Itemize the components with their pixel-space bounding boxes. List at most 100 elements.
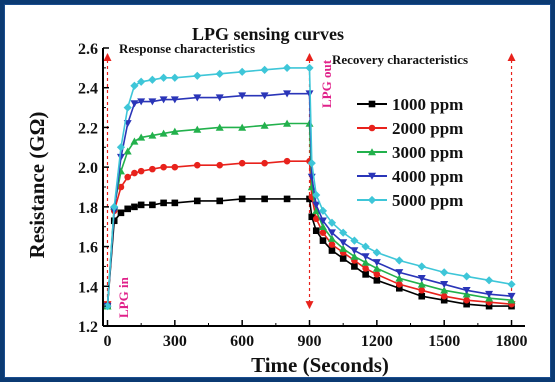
data-point — [308, 213, 316, 221]
chart-title: LPG sensing curves — [192, 24, 344, 44]
data-point — [418, 292, 426, 300]
legend-label: 3000 ppm — [392, 143, 463, 162]
data-point — [327, 218, 337, 227]
data-point — [110, 202, 119, 211]
data-point — [484, 276, 494, 285]
series-2000-ppm — [104, 157, 515, 310]
data-point — [362, 271, 369, 278]
data-point — [395, 256, 404, 265]
data-point — [260, 121, 269, 129]
y-axis-label: Resistance (GΩ) — [25, 112, 49, 259]
data-point — [171, 163, 179, 171]
data-point — [215, 69, 224, 78]
event-arrow-up — [507, 53, 516, 61]
data-point — [395, 284, 403, 292]
data-point — [137, 98, 146, 106]
y-tick-label: 1.6 — [78, 240, 98, 257]
data-point — [216, 197, 224, 205]
lpg-out-annotation: LPG out — [319, 59, 334, 108]
data-point — [339, 244, 348, 252]
data-point — [159, 73, 168, 82]
data-point — [395, 281, 403, 288]
data-point — [282, 63, 292, 72]
data-point — [395, 269, 404, 277]
data-point — [312, 190, 321, 200]
data-point — [238, 67, 247, 76]
data-point — [462, 272, 471, 281]
series-4000-ppm — [103, 90, 516, 310]
data-point — [507, 280, 516, 289]
data-point — [312, 201, 321, 209]
data-point — [361, 253, 370, 261]
data-point — [137, 77, 146, 86]
data-point — [312, 215, 320, 223]
x-tick-label: 300 — [163, 333, 187, 350]
data-point — [319, 229, 327, 236]
lpg-in-annotation: LPG in — [116, 276, 131, 318]
data-point — [373, 271, 381, 278]
data-point — [339, 255, 347, 262]
data-point — [131, 203, 138, 211]
data-point — [417, 275, 426, 283]
data-point — [116, 143, 126, 152]
data-point — [193, 71, 202, 80]
data-point — [117, 209, 125, 217]
data-point — [440, 296, 448, 304]
y-tick-label: 1.8 — [78, 200, 98, 217]
data-point — [350, 236, 359, 245]
data-point — [160, 199, 167, 207]
data-point — [463, 300, 470, 308]
data-point — [418, 286, 426, 294]
data-point — [130, 100, 139, 108]
data-point — [193, 94, 202, 102]
x-tick-label: 1500 — [428, 333, 460, 350]
data-point — [440, 292, 448, 300]
data-point — [170, 73, 179, 82]
data-point — [148, 98, 157, 106]
data-point — [440, 268, 449, 277]
data-point — [159, 129, 168, 137]
data-point — [103, 302, 112, 311]
event-markers — [103, 53, 516, 310]
data-point — [160, 163, 167, 171]
y-tick-label: 2.4 — [78, 81, 98, 98]
data-point — [149, 165, 156, 173]
data-point — [130, 137, 139, 145]
y-tick-label: 1.4 — [78, 279, 98, 296]
data-point — [130, 81, 139, 90]
data-point — [283, 119, 292, 127]
y-tick-label: 2.6 — [78, 41, 98, 58]
data-point — [372, 259, 381, 267]
data-point — [367, 195, 377, 205]
data-point — [485, 302, 493, 310]
data-point — [123, 147, 132, 155]
data-point — [361, 242, 370, 251]
data-point — [372, 264, 381, 272]
data-point — [328, 241, 336, 248]
data-point — [261, 195, 268, 203]
data-point — [319, 237, 327, 244]
data-point — [193, 197, 201, 205]
data-point — [148, 131, 157, 139]
data-point — [312, 227, 320, 234]
data-point — [261, 159, 268, 167]
data-point — [395, 274, 404, 282]
data-point — [507, 292, 516, 301]
data-point — [463, 296, 470, 304]
data-point — [283, 195, 291, 203]
legend-label: 1000 ppm — [392, 95, 463, 114]
data-point — [485, 290, 494, 299]
data-point — [124, 173, 131, 181]
data-point — [462, 286, 471, 295]
data-point — [260, 92, 269, 100]
data-point — [327, 234, 336, 242]
x-tick-label: 1800 — [496, 333, 528, 350]
data-point — [137, 201, 145, 209]
data-point — [238, 92, 247, 100]
data-point — [124, 205, 131, 213]
event-arrow-up — [305, 53, 314, 61]
data-point — [149, 201, 156, 209]
data-point — [260, 65, 269, 74]
data-point — [368, 172, 376, 180]
event-arrow-down — [305, 301, 314, 310]
